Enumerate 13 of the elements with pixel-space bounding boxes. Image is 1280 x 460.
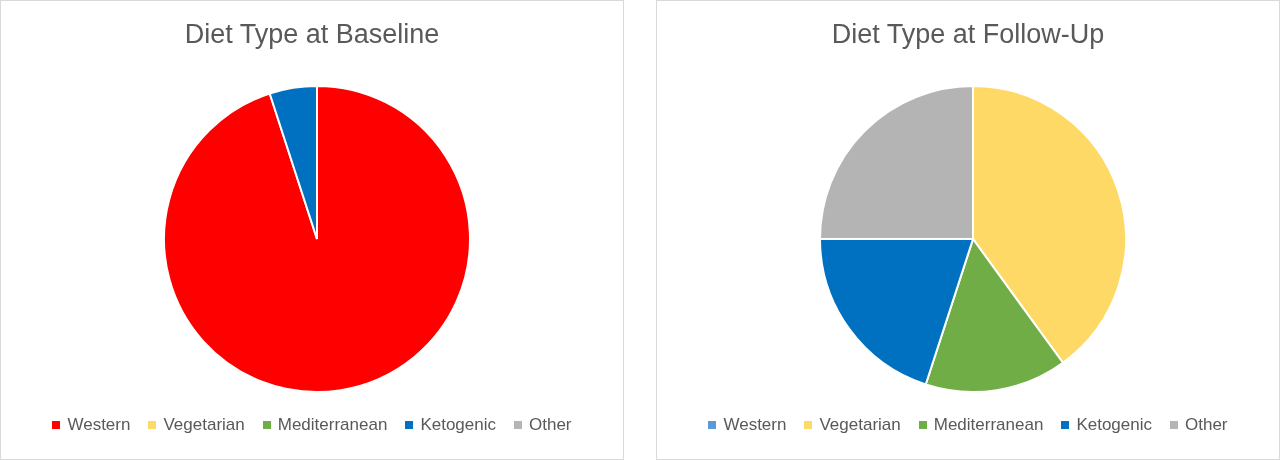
legend-label: Western	[723, 415, 787, 435]
chart-title: Diet Type at Follow-Up	[830, 19, 1106, 50]
legend-label: Other	[1185, 415, 1228, 435]
legend-label: Mediterranean	[277, 415, 388, 435]
chart-title: Diet Type at Baseline	[183, 19, 441, 50]
legend-label: Mediterranean	[933, 415, 1044, 435]
legend-label: Western	[67, 415, 131, 435]
legend-label: Ketogenic	[1076, 415, 1152, 435]
legend-label: Vegetarian	[819, 415, 901, 435]
legend-label: Other	[529, 415, 572, 435]
legend-label: Vegetarian	[163, 415, 245, 435]
legend-label: Ketogenic	[420, 415, 496, 435]
pie-slice	[163, 85, 471, 393]
